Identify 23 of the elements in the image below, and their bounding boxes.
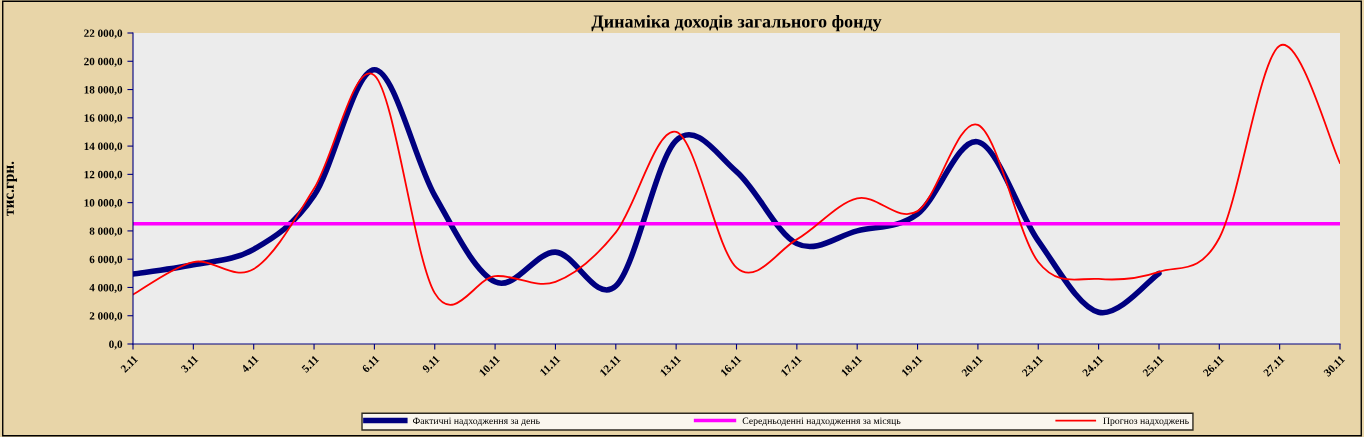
x-tick-label: 2.11	[120, 355, 139, 373]
y-tick-label: 4 000,0	[89, 283, 123, 294]
y-tick-label: 0,0	[109, 340, 123, 350]
y-tick-label: 22 000,0	[84, 29, 123, 39]
x-tick-label: 5.11	[301, 355, 320, 373]
y-tick-label: 16 000,0	[84, 114, 123, 124]
x-tick-label: 9.11	[421, 355, 440, 374]
y-tick-label: 6 000,0	[89, 255, 123, 265]
y-tick-label: 20 000,0	[84, 57, 123, 67]
y-tick-label: 18 000,0	[84, 86, 123, 96]
y-tick-label: 12 000,0	[84, 170, 123, 180]
legend-label: Середньоденні надходження за місяць	[742, 417, 901, 427]
y-tick-label: 2 000,0	[89, 312, 123, 322]
legend-label: Фактичні надходження за день	[412, 417, 540, 426]
x-tick-label: 6.11	[361, 355, 380, 374]
y-tick-label: 14 000,0	[84, 142, 123, 152]
y-tick-label: 10 000,0	[84, 199, 123, 209]
y-axis-title: тис.грн.	[6, 161, 18, 216]
x-tick-label: 3.11	[180, 355, 199, 373]
chart-title: Динаміка доходів загального фонду	[591, 14, 882, 32]
x-tick-label: 4.11	[240, 355, 259, 374]
y-tick-label: 8 000,0	[89, 227, 123, 237]
legend-label: Прогноз надходжень	[1103, 417, 1189, 427]
